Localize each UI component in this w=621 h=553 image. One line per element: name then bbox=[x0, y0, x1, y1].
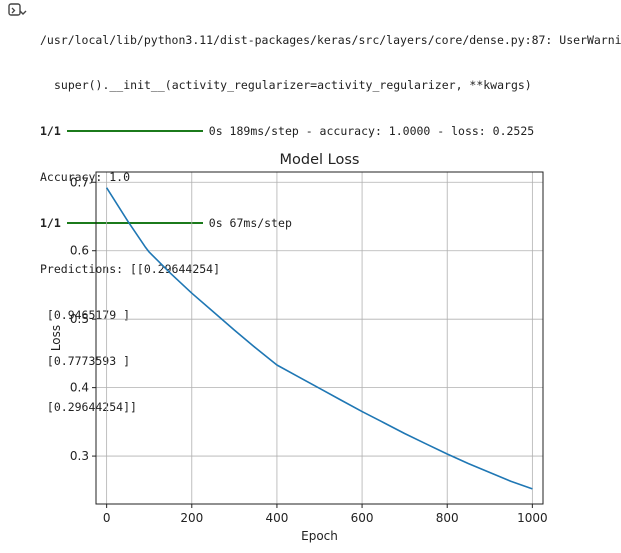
predictions-line: [0.7773593 ] bbox=[40, 353, 131, 368]
warning-line: /usr/local/lib/python3.11/dist-packages/… bbox=[40, 32, 621, 47]
y-tick-label: 0.3 bbox=[70, 449, 89, 463]
accuracy-line: Accuracy: 1.0 bbox=[40, 170, 131, 185]
x-tick-label: 600 bbox=[351, 511, 374, 525]
y-tick-label: 0.7 bbox=[70, 175, 89, 189]
predictions-line: [0.29644254]] bbox=[40, 399, 137, 414]
warning-line-detail: super().__init__(activity_regularizer=ac… bbox=[54, 78, 532, 93]
series-layer bbox=[105, 187, 533, 490]
progress-step: 1/1 bbox=[40, 124, 61, 139]
progress-bar bbox=[66, 221, 203, 224]
progress-line-1: 1/1 0s 189ms/step - accuracy: 1.0000 - lo… bbox=[40, 124, 621, 139]
x-tick-label: 200 bbox=[180, 511, 203, 525]
progress-step: 1/1 bbox=[40, 216, 61, 231]
loss-chart-svg: 0 200 400 600 800 1000 0.3 0.4 0.5 0.6 0.7 Model L… bbox=[49, 152, 548, 543]
y-axis-label: Loss bbox=[49, 325, 63, 351]
y-tick-label: 0.6 bbox=[70, 244, 89, 258]
chart-title: Model Loss bbox=[280, 152, 360, 168]
x-tick-label: 1000 bbox=[517, 511, 548, 525]
x-tick-label: 0 bbox=[103, 511, 111, 525]
y-tick-label: 0.4 bbox=[70, 381, 89, 395]
loss-chart: 0 200 400 600 800 1000 0.3 0.4 0.5 0.6 0.7 Model L… bbox=[40, 144, 560, 549]
progress-stats: 0s 67ms/step bbox=[208, 216, 292, 231]
y-tick-label: 0.5 bbox=[70, 312, 89, 326]
grid bbox=[96, 172, 543, 504]
predictions-line: [0.9465179 ] bbox=[40, 307, 131, 322]
predictions-line: Predictions: [[0.29644254] bbox=[40, 262, 221, 277]
output-toggle-icon[interactable] bbox=[7, 2, 27, 20]
ticks: 0 200 400 600 800 1000 0.3 0.4 0.5 0.6 0.7 bbox=[70, 175, 548, 525]
axes-frame bbox=[95, 171, 544, 505]
x-tick-label: 400 bbox=[265, 511, 288, 525]
loss-series-line bbox=[105, 187, 533, 490]
x-tick-label: 800 bbox=[436, 511, 459, 525]
x-axis-label: Epoch bbox=[301, 529, 338, 543]
progress-bar bbox=[66, 129, 203, 132]
progress-line-2: 1/1 0s 67ms/step bbox=[40, 216, 621, 231]
cell-output: /usr/local/lib/python3.11/dist-packages/… bbox=[40, 2, 621, 430]
progress-stats: 0s 189ms/step - accuracy: 1.0000 - loss:… bbox=[208, 124, 535, 139]
